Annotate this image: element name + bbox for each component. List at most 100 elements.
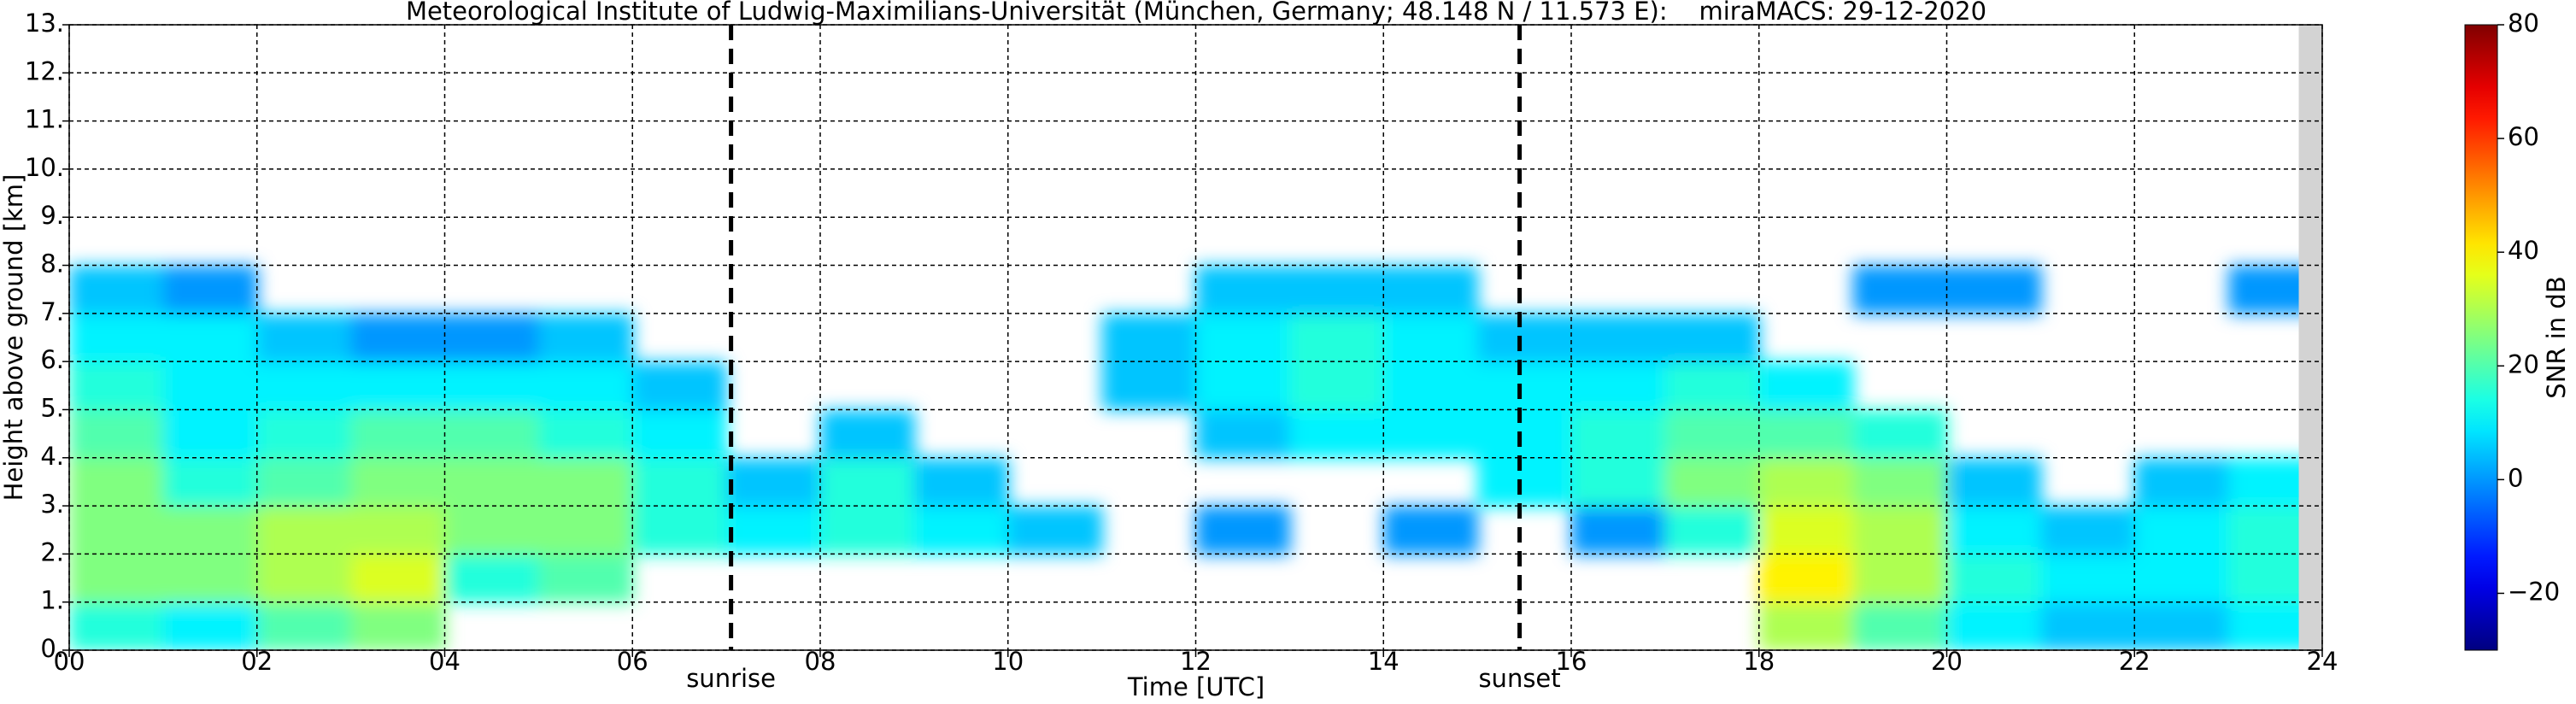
heat-cell xyxy=(1477,361,1572,411)
colorbar-tick-label: 60 xyxy=(2508,122,2539,151)
x-tick-label: 02 xyxy=(241,647,273,676)
heat-cell xyxy=(2134,554,2230,603)
heat-cell xyxy=(538,313,634,363)
x-tick-label: 14 xyxy=(1368,647,1399,676)
heat-cell xyxy=(256,409,352,459)
heatmap-cells xyxy=(69,265,2322,650)
heat-cell xyxy=(1477,313,1572,363)
heat-cell xyxy=(256,506,352,555)
heat-cell xyxy=(726,506,821,555)
heat-cell xyxy=(632,506,728,555)
heat-cell xyxy=(1664,457,1760,507)
plot-frame xyxy=(68,24,2323,651)
heat-cell xyxy=(69,506,164,555)
heat-cell xyxy=(1571,313,1666,363)
heat-cell xyxy=(69,361,164,411)
colorbar xyxy=(2464,24,2498,651)
y-tick-label: 9. xyxy=(40,201,64,230)
heat-cell xyxy=(69,601,164,650)
heat-cell xyxy=(632,457,728,507)
heat-cell xyxy=(1946,601,2042,650)
heat-cell xyxy=(1007,506,1103,555)
heat-cell xyxy=(1289,313,1385,363)
x-tick-label: 20 xyxy=(1931,647,1963,676)
heat-cell xyxy=(1664,361,1760,411)
x-axis-label: Time [UTC] xyxy=(1127,672,1265,701)
heat-cell xyxy=(538,361,634,411)
heat-cell xyxy=(1758,506,1854,555)
heat-cell xyxy=(256,601,352,650)
heat-cell xyxy=(1664,409,1760,459)
heat-cell xyxy=(1852,601,1948,650)
y-tick-label: 8. xyxy=(40,249,64,279)
heat-cell xyxy=(1195,361,1291,411)
heat-cell xyxy=(350,457,446,507)
annotation-label: sunrise xyxy=(686,664,776,693)
x-tick-label: 06 xyxy=(617,647,648,676)
heat-cell xyxy=(256,457,352,507)
heat-cell xyxy=(632,409,728,459)
colorbar-tick-label: 20 xyxy=(2508,349,2539,378)
x-tick-label: 10 xyxy=(992,647,1024,676)
heat-cell xyxy=(1571,506,1666,555)
heat-cell xyxy=(1758,554,1854,603)
heat-cell xyxy=(1289,361,1385,411)
heat-cell xyxy=(1664,313,1760,363)
heat-cell xyxy=(69,554,164,603)
heat-cell xyxy=(1195,409,1291,459)
heat-cell xyxy=(256,313,352,363)
heat-cell xyxy=(444,409,540,459)
x-tick-label: 16 xyxy=(1556,647,1587,676)
heat-cell xyxy=(2134,457,2230,507)
heat-cell xyxy=(69,409,164,459)
heat-cell xyxy=(1664,506,1760,555)
heat-cell xyxy=(1758,457,1854,507)
heat-cell xyxy=(2040,506,2136,555)
y-tick-label: 0. xyxy=(40,634,64,663)
heat-cell xyxy=(1195,313,1291,363)
heat-cell xyxy=(1946,554,2042,603)
y-tick-label: 6. xyxy=(40,345,64,374)
heat-cell xyxy=(1101,313,1197,363)
heat-cell xyxy=(1852,409,1948,459)
chart-title: Meteorological Institute of Ludwig-Maxim… xyxy=(406,0,1986,26)
y-axis-label: Height above ground [km] xyxy=(0,174,28,502)
heat-cell xyxy=(1289,409,1385,459)
heat-cell xyxy=(162,409,258,459)
heat-cell xyxy=(2040,601,2136,650)
heat-cell xyxy=(350,361,446,411)
heat-cell xyxy=(913,457,1009,507)
y-tick-label: 11. xyxy=(25,105,64,134)
heat-cell xyxy=(256,361,352,411)
heat-cell xyxy=(820,409,915,459)
heat-cell xyxy=(820,457,915,507)
heat-cell xyxy=(2134,506,2230,555)
heat-cell xyxy=(1195,265,1291,314)
x-tick-label: 00 xyxy=(54,647,85,676)
y-tick-label: 10. xyxy=(25,153,64,182)
heat-cell xyxy=(256,554,352,603)
x-tick-label: 12 xyxy=(1180,647,1212,676)
heat-cell xyxy=(69,265,164,314)
heat-cell xyxy=(162,506,258,555)
colorbar-tick-label: −20 xyxy=(2508,577,2560,606)
overlay: 0.1.2.3.4.5.6.7.8.9.10.11.12.13.00 02 04 06… xyxy=(25,9,2560,693)
y-tick-label: 4. xyxy=(40,442,64,471)
heat-cell xyxy=(538,506,634,555)
heat-cell xyxy=(1383,361,1479,411)
heat-cell xyxy=(2134,601,2230,650)
heat-cell xyxy=(1383,409,1479,459)
heat-cell xyxy=(1852,457,1948,507)
y-tick-label: 1. xyxy=(40,586,64,615)
y-tick-label: 7. xyxy=(40,297,64,326)
x-tick-label: 22 xyxy=(2119,647,2151,676)
heat-cell xyxy=(538,457,634,507)
heat-cell xyxy=(162,361,258,411)
heat-cell xyxy=(444,554,540,603)
y-tick-label: 5. xyxy=(40,393,64,422)
heat-cell xyxy=(1852,554,1948,603)
heat-cell xyxy=(1758,601,1854,650)
heat-cell xyxy=(162,265,258,314)
colorbar-tick-label: 80 xyxy=(2508,9,2539,38)
heat-cell xyxy=(69,313,164,363)
